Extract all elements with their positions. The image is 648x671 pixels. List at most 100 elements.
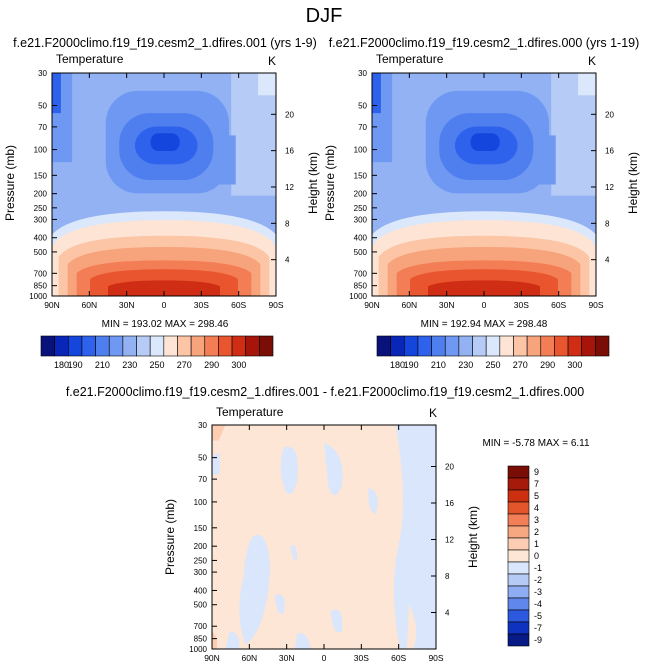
contour-band	[470, 133, 500, 152]
colorbar-swatch	[259, 335, 274, 357]
y-tick-label: 30	[38, 69, 47, 78]
contour-band	[225, 631, 240, 649]
colorbar-swatch	[458, 335, 473, 357]
colorbar-swatch	[67, 335, 83, 357]
y-tick-label: 1000	[189, 645, 207, 654]
y-tick-label: 400	[34, 234, 48, 243]
min-max-stats: MIN = 193.02 MAX = 298.46	[102, 319, 229, 330]
colorbar-swatch	[507, 621, 530, 635]
colorbar-swatch	[177, 335, 192, 357]
height-tick-label: 20	[285, 110, 294, 119]
y-tick-label: 200	[34, 190, 48, 199]
contour-band	[217, 135, 236, 185]
contour-band	[406, 604, 417, 649]
height-tick-label: 12	[605, 183, 614, 192]
colorbar-swatch	[417, 335, 432, 357]
contour-band	[52, 73, 61, 114]
colorbar: 9 7 5 4 3 2 1 0 -1 -2 -3 -4 -5 -7 -9	[507, 465, 542, 647]
y-tick-label: 30	[198, 421, 207, 430]
y-tick-label: 250	[354, 204, 368, 213]
y-tick-label: 300	[194, 568, 208, 577]
y-axis-label: Pressure (mb)	[163, 499, 177, 575]
height-tick-label: 16	[445, 499, 454, 508]
contour-band	[537, 135, 556, 185]
colorbar-label: -4	[534, 599, 542, 609]
min-max-stats: MIN = 192.94 MAX = 298.48	[421, 319, 548, 330]
colorbar-swatch	[507, 573, 530, 587]
colorbar-label: 250	[485, 360, 500, 370]
colorbar-swatch	[40, 335, 55, 357]
colorbar-label: 180	[54, 360, 69, 370]
panel-title: f.e21.F2000climo.f19_f19.cesm2_1.dfires.…	[13, 36, 317, 50]
colorbar-label: 1	[534, 539, 539, 549]
colorbar-swatch	[507, 513, 530, 527]
y-tick-label: 500	[34, 248, 48, 257]
units-label: K	[429, 406, 437, 420]
y-tick-label: 50	[358, 101, 367, 110]
colorbar-label: 270	[513, 360, 528, 370]
right-axis-label: Height (km)	[306, 152, 320, 214]
colorbar-label: 9	[534, 467, 539, 477]
colorbar-swatch	[507, 633, 530, 647]
y-tick-label: 30	[358, 69, 367, 78]
y-tick-label: 850	[194, 635, 208, 644]
y-tick-label: 700	[194, 622, 208, 631]
y-tick-label: 70	[38, 123, 47, 132]
colorbar-swatch	[507, 597, 530, 611]
colorbar-swatch	[231, 335, 247, 357]
colorbar-swatch	[485, 335, 501, 357]
colorbar-swatch	[507, 549, 530, 563]
height-tick-label: 16	[605, 147, 614, 156]
y-tick-label: 700	[34, 269, 48, 278]
min-max-stats: MIN = -5.78 MAX = 6.11	[482, 438, 590, 449]
x-tick-label: 0	[482, 300, 487, 310]
colorbar-label: 210	[95, 360, 110, 370]
y-tick-label: 250	[194, 556, 208, 565]
colorbar-label: 230	[122, 360, 137, 370]
units-label: K	[588, 54, 596, 68]
colorbar-swatch	[204, 335, 219, 357]
y-tick-label: 200	[194, 542, 208, 551]
contour-band	[330, 609, 343, 633]
y-tick-label: 700	[354, 269, 368, 278]
colorbar-label: 180	[390, 360, 405, 370]
y-tick-label: 250	[34, 204, 48, 213]
contour-band	[428, 280, 540, 296]
x-tick-label: 60S	[231, 300, 246, 310]
x-tick-label: 90N	[44, 300, 60, 310]
y-tick-label: 70	[358, 123, 367, 132]
colorbar-swatch	[136, 335, 151, 357]
x-tick-label: 0	[322, 653, 327, 663]
height-tick-label: 20	[605, 110, 614, 119]
contour-band	[258, 73, 276, 96]
colorbar-swatch	[507, 561, 530, 575]
colorbar-label: 190	[68, 360, 83, 370]
colorbar-swatch	[472, 335, 487, 357]
y-tick-label: 300	[34, 215, 48, 224]
colorbar-label: 7	[534, 479, 539, 489]
colorbar-label: -3	[534, 587, 542, 597]
colorbar-swatch	[190, 335, 206, 357]
y-tick-label: 300	[354, 215, 368, 224]
contour-band	[150, 133, 180, 152]
colorbar-label: 250	[149, 360, 164, 370]
y-tick-label: 50	[38, 101, 47, 110]
colorbar-swatch	[507, 501, 530, 515]
x-tick-label: 90S	[268, 300, 283, 310]
panel-title: f.e21.F2000climo.f19_f19.cesm2_1.dfires.…	[66, 385, 584, 399]
y-tick-label: 200	[354, 190, 368, 199]
colorbar-swatch	[163, 335, 178, 357]
y-tick-label: 400	[354, 234, 368, 243]
panel-title: f.e21.F2000climo.f19_f19.cesm2_1.dfires.…	[329, 36, 640, 50]
panel-difference: f.e21.F2000climo.f19_f19.cesm2_1.dfires.…	[66, 385, 590, 663]
contour-band	[212, 425, 226, 441]
colorbar-label: 300	[231, 360, 246, 370]
contour-field	[52, 73, 276, 296]
y-tick-label: 1000	[29, 292, 47, 301]
colorbar-label: -5	[534, 611, 542, 621]
page-title: DJF	[306, 5, 343, 27]
x-tick-label: 30N	[279, 653, 295, 663]
colorbar-swatch	[513, 335, 528, 357]
x-tick-label: 0	[162, 300, 167, 310]
colorbar-label: 3	[534, 515, 539, 525]
